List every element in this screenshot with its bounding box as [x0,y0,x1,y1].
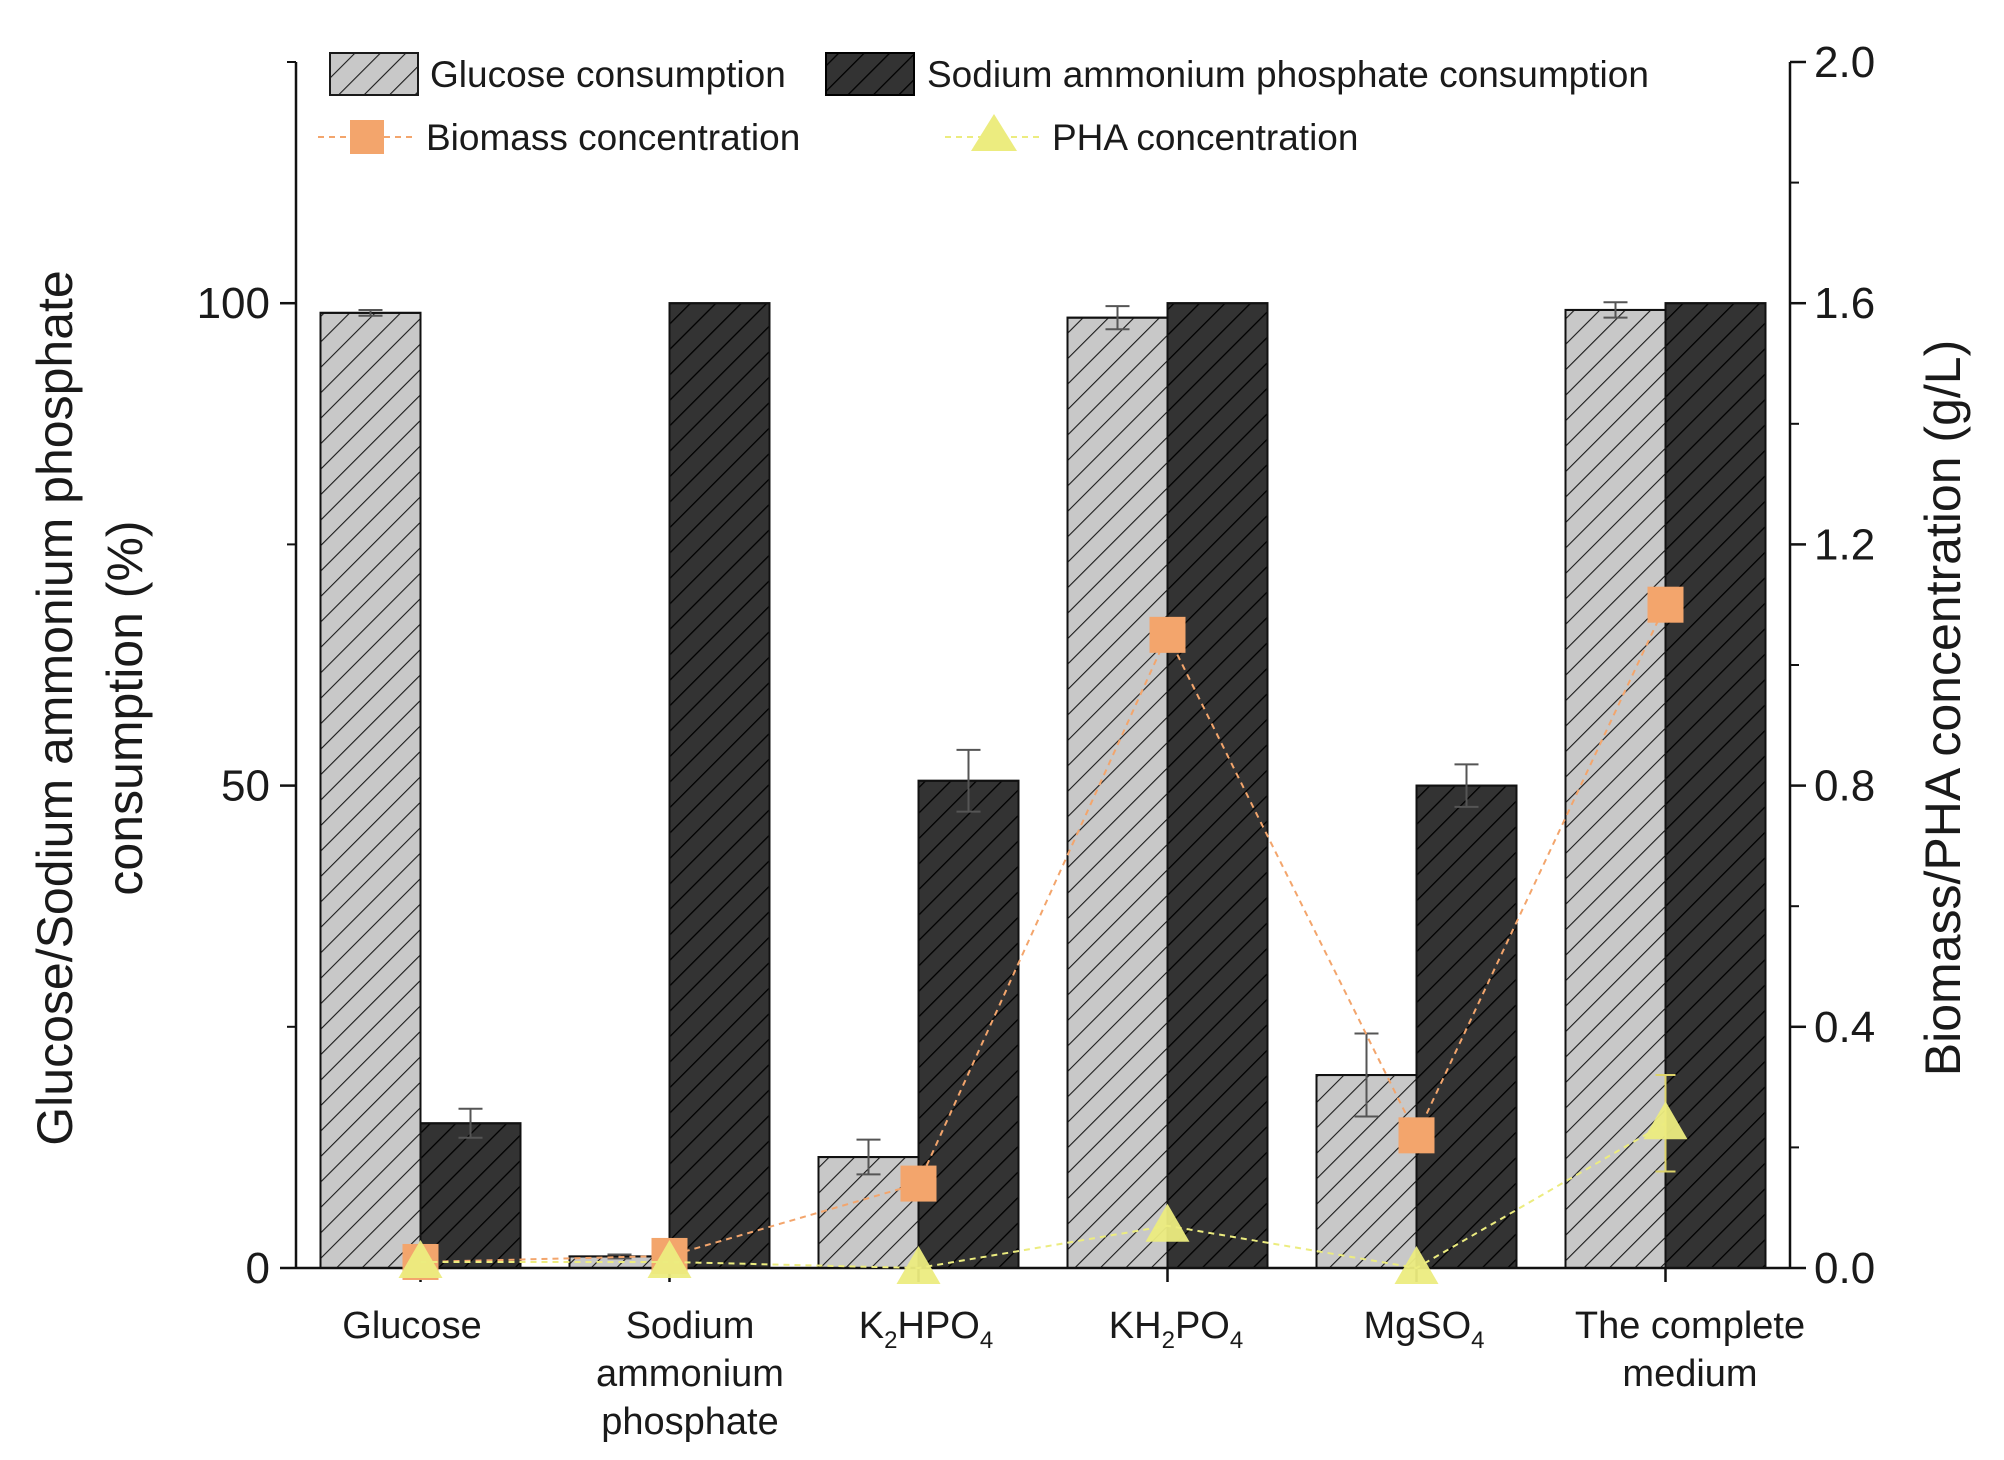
left-tick-label-0: 0 [246,1244,270,1293]
biomass-point-4 [1398,1117,1435,1154]
pha-point-0 [398,1239,443,1278]
legend-marker-pha [971,114,1017,151]
left-axis-title: Glucose/Sodium ammonium phosphate [27,270,83,1145]
biomass-point-5 [1647,586,1684,623]
category-label-1-line2: ammonium [596,1353,784,1395]
bar-hatch-0-0 [319,311,422,1269]
right-tick-label-1: 0.4 [1814,1003,1875,1052]
bar-hatch-1-5 [1664,302,1767,1269]
bar-hatch-1-1 [668,302,771,1269]
category-label-0: Glucose [342,1305,481,1347]
category-label-5: The complete [1575,1305,1805,1347]
right-tick-label-4: 1.6 [1814,279,1875,328]
bar-hatch-1-4 [1415,784,1518,1269]
legend-item-biomass: Biomass concentration [318,117,800,158]
category-label-4: MgSO4 [1363,1305,1484,1354]
right-tick-label-5: 2.0 [1814,38,1875,87]
category-label-5-line2: medium [1622,1353,1757,1395]
biomass-point-2 [900,1165,937,1202]
category-label-1-line3: phosphate [601,1401,779,1443]
right-tick-label-2: 0.8 [1814,762,1875,811]
left-tick-label-50: 50 [221,762,270,811]
biomass-point-3 [1149,616,1186,653]
category-label-1: Sodium [626,1305,755,1347]
bar-hatch-0-5 [1564,308,1667,1269]
pha-point-5 [1643,1101,1688,1140]
legend-item-pha: PHA concentration [945,114,1358,158]
bar-hatch-1-3 [1166,302,1269,1269]
pha-point-2 [896,1246,941,1284]
legend-label-sodium: Sodium ammonium phosphate consumption [927,54,1649,95]
legend-marker-biomass [350,120,384,154]
right-tick-label-3: 1.2 [1814,520,1875,569]
legend-item-glucose: Glucose consumption [329,52,786,96]
right-axis-title: Biomass/PHA concentration (g/L) [1915,340,1971,1076]
category-label-2: K2HPO4 [859,1305,993,1354]
category-label-3: KH2PO4 [1109,1305,1243,1354]
right-tick-label-0: 0.0 [1814,1244,1875,1293]
left-tick-label-100: 100 [197,279,270,328]
pha-point-4 [1394,1246,1439,1284]
pha-point-3 [1145,1203,1190,1242]
legend-label-biomass: Biomass concentration [426,117,800,158]
left-axis-title-line2: consumption (%) [97,520,153,895]
legend-label-pha: PHA concentration [1052,117,1358,158]
legend-label-glucose: Glucose consumption [430,54,786,95]
legend-item-sodium: Sodium ammonium phosphate consumption [825,52,1649,96]
bar-hatch-0-3 [1066,316,1169,1269]
pha-point-1 [647,1239,692,1278]
legend: Glucose consumption Sodium ammonium phos… [318,52,1649,158]
plot-area: 0 50 100 0.0 0.4 0.8 1.2 1.6 2.0 Glucose Sodium amm… [197,38,1876,1443]
